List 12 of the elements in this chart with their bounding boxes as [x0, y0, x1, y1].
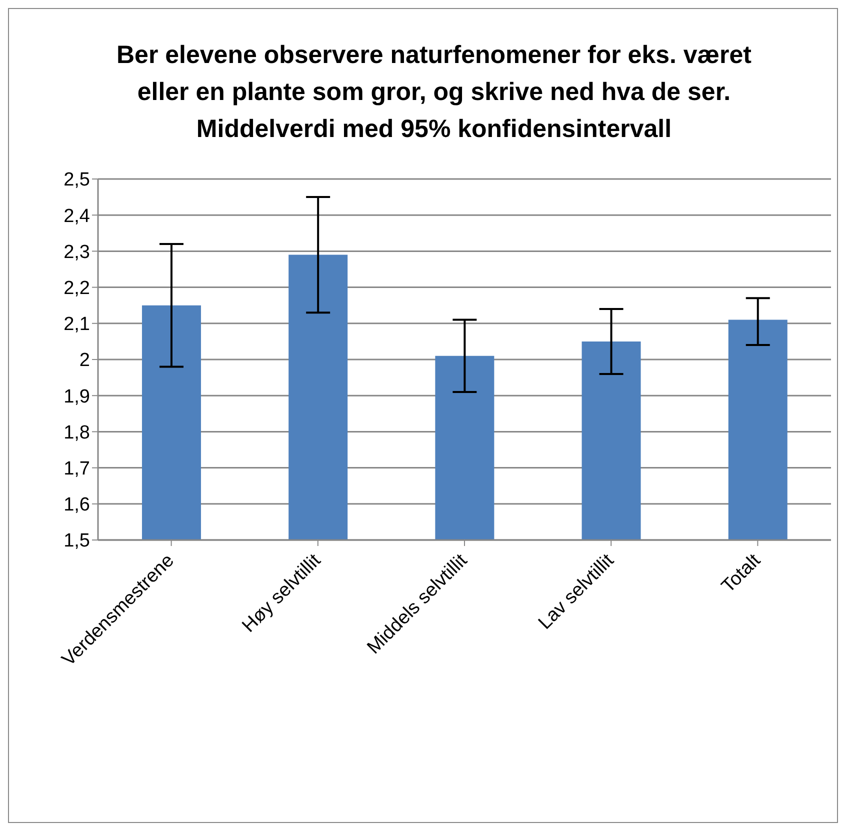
y-tick-label: 2	[79, 350, 90, 372]
y-tick-label: 2,3	[64, 242, 90, 263]
y-tick-label: 2,5	[64, 170, 90, 191]
y-tick-label: 1,7	[64, 458, 90, 480]
y-tick-label: 1,6	[64, 494, 90, 516]
y-tick-label: 1,8	[64, 422, 90, 444]
y-tick-label: 2,2	[64, 278, 90, 300]
chart-title: Ber elevene observere naturfenomener for eks. været eller en plante som gror, og skrive ned hva de ser. Middelverdi med 95% konfidensintervall	[116, 40, 752, 145]
y-tick-label: 1,5	[64, 530, 90, 552]
y-tick-label: 1,9	[64, 386, 90, 408]
y-tick-label: 2,4	[64, 206, 90, 227]
y-tick-label: 2,1	[64, 314, 90, 336]
